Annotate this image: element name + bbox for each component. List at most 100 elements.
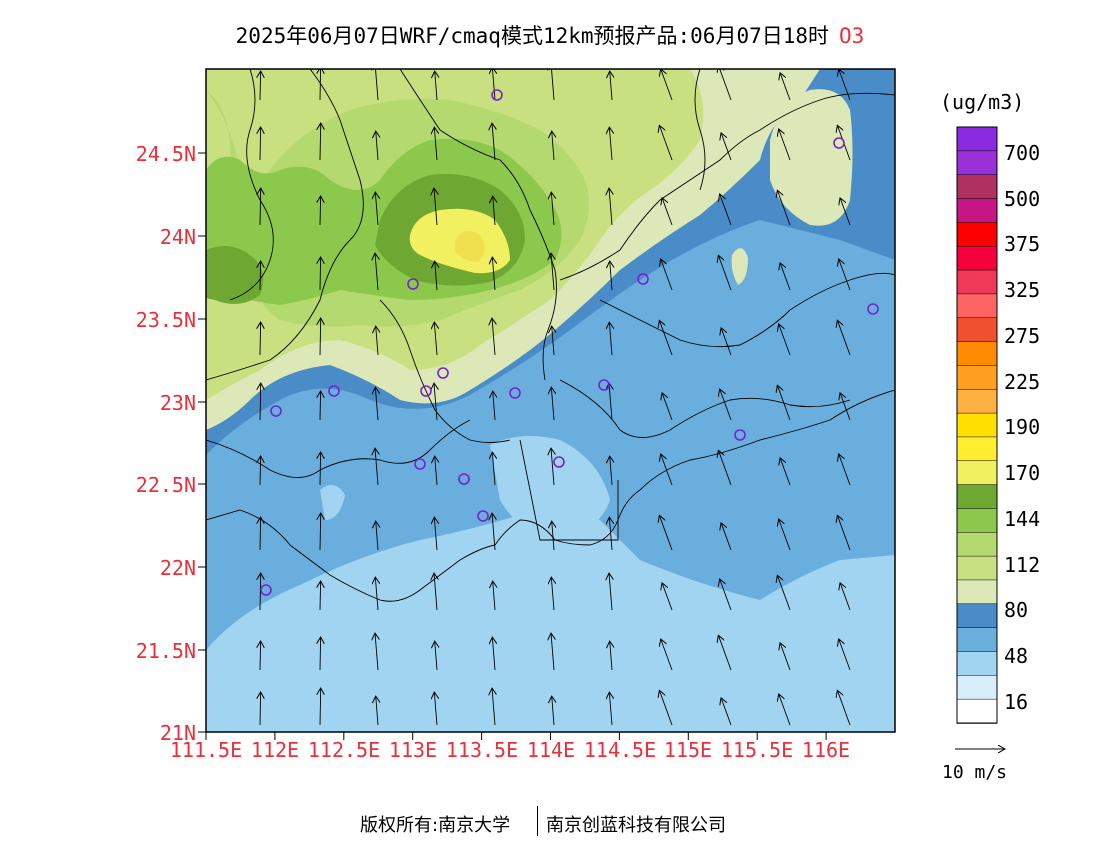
wind-vector <box>434 518 437 551</box>
legend-label: 16 <box>1004 690 1029 714</box>
legend-swatch <box>956 651 998 677</box>
concentration-field <box>206 69 895 732</box>
legend-swatch <box>956 269 998 295</box>
station-marker <box>437 367 449 379</box>
legend-swatch <box>956 412 998 438</box>
wind-vector <box>721 329 732 356</box>
legend-label: 700 <box>1004 141 1041 165</box>
wind-vector <box>780 74 791 101</box>
footer-copyright: 版权所有:南京大学 <box>360 815 511 836</box>
wind-vector <box>610 457 612 486</box>
wind-vector <box>551 254 554 291</box>
wind-vector <box>260 72 261 101</box>
wind-vector <box>376 522 378 551</box>
wind-vector <box>719 69 732 101</box>
wind-vector <box>320 689 321 726</box>
wind-vector <box>551 449 554 486</box>
wind-vector <box>721 524 732 551</box>
wind-vector <box>721 699 732 726</box>
wind-vector <box>260 574 261 611</box>
wind-vector <box>492 258 495 291</box>
wind-vector <box>434 574 437 611</box>
wind-vector <box>720 580 732 611</box>
boundary-8 <box>229 69 274 301</box>
axis-ticks <box>198 152 827 740</box>
lon-tick-label: 113.5E <box>445 738 519 762</box>
lat-tick-label: 21.5N <box>135 639 196 663</box>
wind-vector <box>661 640 673 671</box>
lat-tick-label: 24N <box>159 225 196 249</box>
wind-vector <box>840 584 851 611</box>
wind-vector <box>435 457 437 486</box>
wind-vector <box>320 514 321 551</box>
legend-label: 80 <box>1004 598 1029 622</box>
wind-vector <box>260 642 261 671</box>
wind-vector <box>662 394 673 421</box>
wind-vector <box>260 384 261 421</box>
wind-vector <box>609 189 612 226</box>
legend-label: 275 <box>1004 324 1041 348</box>
wind-vector <box>780 264 791 291</box>
wind-vector <box>260 457 261 486</box>
legend-label: 112 <box>1004 553 1041 577</box>
legend-label: 500 <box>1004 187 1041 211</box>
wind-vector <box>551 193 554 226</box>
wind-vector <box>492 124 495 161</box>
boundary-10 <box>694 69 706 191</box>
wind-vector <box>660 126 673 161</box>
legend-label: 144 <box>1004 507 1041 531</box>
wind-vector <box>552 697 554 726</box>
legend-swatch <box>956 555 998 581</box>
wind-vector <box>662 584 673 611</box>
legend-swatch <box>956 460 998 486</box>
wind-vector <box>838 321 851 356</box>
wind-vector <box>551 578 554 611</box>
wind-vector <box>435 642 437 671</box>
legend-swatch <box>956 508 998 534</box>
station-marker <box>420 385 432 397</box>
field-low-patch <box>490 436 610 540</box>
wind-vector <box>492 638 495 671</box>
wind-vector <box>376 697 378 726</box>
lon-tick-label: 113E <box>388 738 438 762</box>
station-marker <box>260 584 272 596</box>
legend-swatch <box>956 675 998 700</box>
wind-vector <box>721 134 732 161</box>
wind-vector <box>838 516 851 551</box>
wind-vector <box>719 256 732 291</box>
wind-vector <box>492 319 495 356</box>
boundary-7 <box>206 419 471 478</box>
field-low-band <box>206 511 895 732</box>
wind-vector <box>320 258 321 291</box>
wind-vector <box>493 582 495 611</box>
lat-tick-label: 22.5N <box>135 473 196 497</box>
boundary-3 <box>379 299 511 443</box>
wind-vector <box>838 691 851 726</box>
lon-tick-label: 114.5E <box>583 738 657 762</box>
wind-vector <box>840 394 851 421</box>
wind-vector <box>375 634 378 671</box>
wind-vector <box>320 392 321 421</box>
wind-vector <box>552 327 554 356</box>
wind-vector <box>434 693 437 726</box>
wind-vector <box>551 69 554 101</box>
wind-vector <box>260 693 261 726</box>
wind-vector <box>320 638 321 671</box>
wind-vector <box>780 644 791 671</box>
station-marker <box>270 405 282 417</box>
legend-frame <box>956 126 998 724</box>
wind-vector <box>320 453 321 486</box>
boundary-1 <box>206 69 364 381</box>
wind-vector <box>779 130 791 161</box>
coastline <box>206 389 895 602</box>
wind-vector <box>662 199 673 226</box>
station-marker-layer <box>260 89 879 596</box>
field-low-patch-2 <box>320 485 345 520</box>
wind-vector <box>551 388 554 421</box>
legend-label: 170 <box>1004 461 1041 485</box>
station-marker <box>637 273 649 285</box>
wind-vector <box>779 325 791 356</box>
wind-vector <box>609 693 612 726</box>
legend-swatch <box>956 293 998 319</box>
wind-vector <box>839 70 851 101</box>
